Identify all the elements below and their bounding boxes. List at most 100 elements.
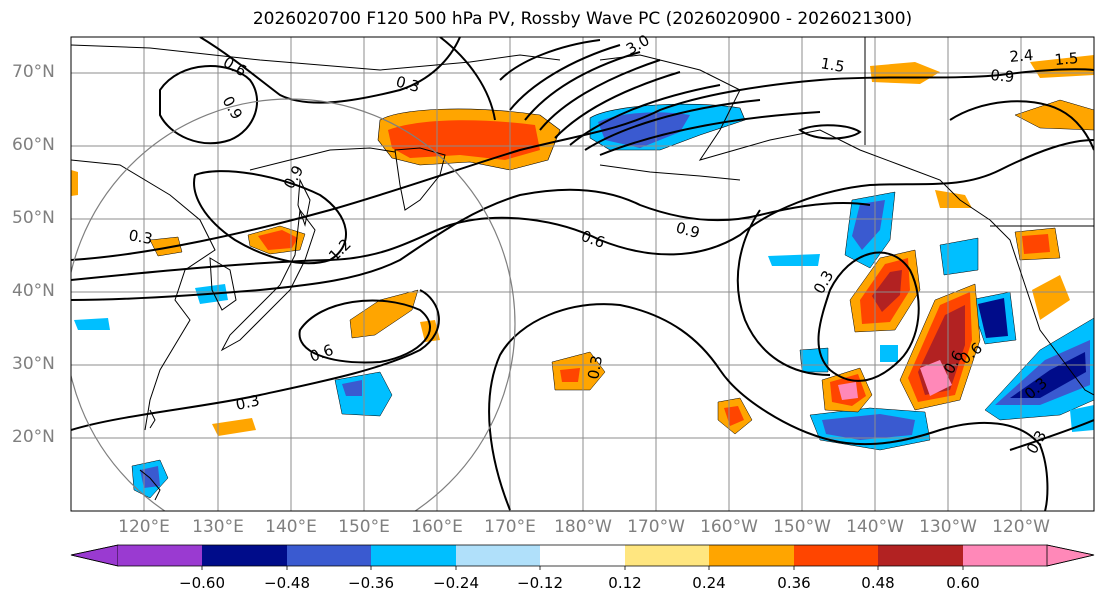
coast-nwpacific [989,219,1094,396]
contour-east-trough-2 [736,209,831,376]
coast-philippines [139,469,161,501]
red-patch-midpac-3 [560,368,580,382]
colorbar-tick: −0.12 [517,574,563,592]
darkblue-patch-arctic [598,112,690,148]
orange-patch-left [71,170,78,196]
colorbar-cell [371,545,456,566]
colorbar-cell [709,545,794,566]
red-patch-bering [388,120,540,160]
orange-patch-canada [1014,99,1094,131]
lon-label: 140°W [846,517,904,537]
lat-label-60n: 60°N [12,135,55,155]
colorbar-extend-left [70,544,119,567]
lon-label: 180°W [554,517,612,537]
influence-circle [71,98,516,511]
darkblue-patch-midpac-1 [342,380,362,396]
colorbar-cell [456,545,540,566]
pink-patch-east-3 [838,382,858,400]
contour-canada [949,100,1094,151]
contour-arctic-8 [599,111,821,156]
colorbar-cell [794,545,878,566]
lon-label: 150°E [338,517,390,537]
lat-label-50n: 50°N [12,208,55,228]
contour-03-arc [71,289,440,431]
contour-label: 0.3 [127,226,154,248]
contour-label: 2.4 [1009,46,1034,66]
darkred-patch-east-1 [872,270,902,312]
coast-sakhalin [297,178,311,227]
colorbar-tick: 0.24 [692,574,726,592]
blue-patch-west [74,318,110,330]
lon-label: 140°E [265,517,317,537]
pink-patch-east-2 [920,360,952,396]
contour-06-jet [71,139,1094,281]
contour-label: 0.9 [990,66,1015,86]
colorbar-tick: −0.60 [179,574,225,592]
lon-label: 120°W [992,517,1050,537]
colorbar-tick: −0.36 [348,574,394,592]
map-frame [70,36,1095,512]
navy-patch-coast [1010,352,1086,398]
colorbar-cell [963,545,1047,566]
pv-contours [71,37,1094,511]
coast-okhotsk [249,147,396,171]
contour-label: 0.3 [584,354,606,381]
contour-label: 0.3 [394,72,422,96]
coast-japan [220,208,316,352]
coastlines [71,37,1094,501]
colorbar-tick: −0.24 [433,574,479,592]
darkblue-patch-east-4 [822,414,915,440]
lon-label: 120°E [118,517,170,537]
colorbar-tick: 0.36 [777,574,811,592]
colorbar-tick: −0.48 [264,574,310,592]
red-patch-bc [1022,234,1050,254]
blue-patch-east-5 [939,237,979,276]
colorbar-tick: 0.48 [861,574,895,592]
blue-patch-east-3 [880,345,898,362]
orange-patch-top-right [1030,55,1094,78]
colorbar-cell [878,545,963,566]
coast-siberia [71,44,561,71]
lat-label-20n: 20°N [12,427,55,447]
colorbar-cell [202,545,287,566]
contour-arctic-2 [509,44,621,111]
coast-korea [209,257,237,311]
colorbar-outline [70,544,1095,567]
lon-label: 150°W [773,517,831,537]
colorbar-cell [118,545,202,566]
lon-label: 160°W [700,517,758,537]
colorbar-tick: 0.12 [608,574,642,592]
contour-label: 0.9 [674,218,702,242]
contour-arctic-3 [524,51,641,121]
orange-patch-midpac-4 [212,418,256,436]
lon-label: 160°E [411,517,463,537]
lat-label-30n: 30°N [12,354,55,374]
red-patch-japan [258,230,298,250]
darkblue-patch-coast [995,340,1090,405]
contour-06-loop [298,299,431,364]
lon-label: 170°W [627,517,685,537]
colorbar-cell [625,545,709,566]
colorbar-cell [540,545,625,566]
contour-arctic-outer [439,37,496,121]
colorbar-tick: 0.60 [946,574,980,592]
contour-sw [1009,419,1094,451]
colorbar-cell [287,545,371,566]
contour-loop-japan [193,170,347,265]
lat-label-70n: 70°N [12,62,55,82]
colorbar [70,544,1095,570]
coast-asia [71,159,216,431]
contour-arctic-1 [499,39,601,81]
contour-label: 0.3 [234,391,261,414]
contour-east-trough [817,251,920,382]
coast-alaska [599,54,991,221]
contour-nw-top [199,37,461,104]
contour-label: 1.5 [819,54,846,76]
blue-patch-small-1 [768,254,820,266]
orange-patch-ak [935,190,972,208]
orange-patch-us [1032,275,1070,320]
darkblue-patch-east-1 [852,200,885,250]
lon-label: 130°W [919,517,977,537]
shaded-regions [71,55,1094,499]
